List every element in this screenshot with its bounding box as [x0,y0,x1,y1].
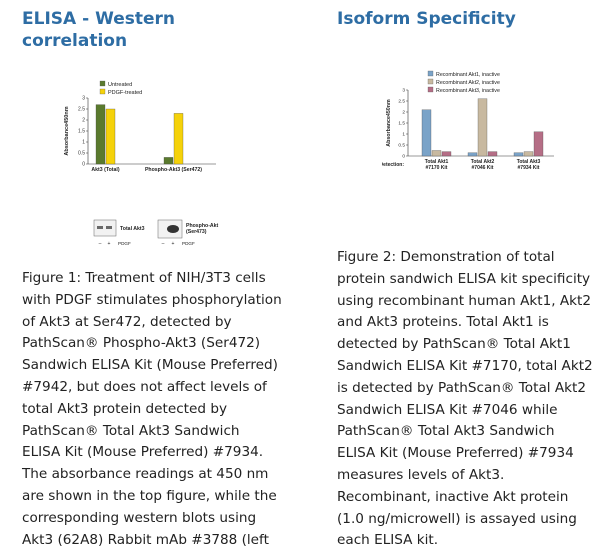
elisa-western-chart: Untreated PDGF-treated 0 0.5 1 1.5 2 2.5 3 Absorb… [64,80,216,173]
left-title-line-1: ELISA - Western [22,9,175,29]
figure-1-caption-line-8: PathScan® Total Akt3 Sandwich [22,422,240,439]
y-axis-label: Absorbance450nm [64,106,70,155]
legend-swatch-2 [99,88,106,95]
legend-label-1: Recombinant Akt1, inactive [436,72,500,78]
legend-swatch-1 [99,80,106,87]
category-label-1-1: Total Akt1 [425,159,449,165]
figure-1-caption: Figure 1: Treatment of NIH/3T3 cells with… [22,268,282,551]
category-label-2-1: Total Akt2 [471,159,495,165]
left-title-line-2: correlation [22,31,128,51]
blot-label-phospho-2: (Ser473) [186,229,207,235]
blot-band-phospho [167,225,179,233]
figure-2-caption-line-7: is detected by PathScan® Total Akt2 [337,379,587,396]
right-section-title: Isoform Specificity [337,9,516,29]
legend-label-3: Recombinant Akt3, inactive [436,88,500,94]
category-label-3-1: Total Akt3 [517,159,541,165]
bar-1-1 [95,104,106,165]
y-tick-label-2: 0.5 [398,143,405,149]
legend-swatch-1 [427,70,434,77]
figure-2-caption-line-9: PathScan® Total Akt3 Sandwich [337,423,555,440]
legend-swatch-3 [427,86,434,93]
bar-3-2 [523,151,534,157]
figure-1-caption-line-12: corresponding western blots using [22,509,257,526]
lane-minus-2: – [162,241,165,247]
figure-2-caption-line-1: Figure 2: Demonstration of total [337,249,555,265]
figure-2-caption-line-3: using recombinant human Akt1, Akt2 [337,292,592,309]
figure-2-caption-line-5: detected by PathScan® Total Akt1 [337,336,571,353]
bar-1-1 [421,109,432,157]
bar-2-1 [163,157,174,165]
figure-1-caption-line-13: Akt3 (62A8) Rabbit mAb #3788 (left [22,531,269,548]
figure-1-caption-line-10: The absorbance readings at 450 nm [22,466,269,483]
lane-pdgf-1: PDGF [118,241,131,246]
legend-label-1: Untreated [108,82,132,88]
figure-2-caption: Figure 2: Demonstration of total protein … [337,247,593,552]
figure-2-caption-line-13: (1.0 ng/microwell) is assayed using [337,510,577,527]
figure-1-caption-line-5: Sandwich ELISA Kit (Mouse Preferred) [22,357,278,374]
figure-2-caption-line-11: measures levels of Akt3. [337,466,505,483]
figure-2-caption-line-8: Sandwich ELISA Kit #7046 while [337,401,558,418]
bar-1-2 [431,150,442,157]
figure-2-caption-line-12: Recombinant, inactive Akt protein [337,488,569,505]
category-label-2: Phospho-Akt3 (Ser472) [145,167,202,173]
y-tick-label-4: 1.5 [398,121,405,127]
figure-1-caption-line-9: ELISA Kit (Mouse Preferred) #7934. [22,444,264,461]
figure-2-caption-line-2: protein sandwich ELISA kit specificity [337,270,591,287]
figure-1: Untreated PDGF-treated 0 0.5 1 1.5 2 2.5 3 Absorb… [60,78,280,254]
category-label-3-2: #7934 Kit [518,165,540,171]
figure-1-caption-line-11: are shown in the top figure, while the [22,487,277,504]
blot-band-total-1 [97,226,103,229]
figure-1-caption-line-7: total Akt3 protein detected by [22,400,227,417]
y-tick-label-7: 3 [402,88,405,94]
bar-3-3 [533,131,544,157]
bar-2-1 [467,152,478,157]
y-tick-label-7: 3 [82,96,85,102]
y-tick-label-2: 0.5 [78,151,85,157]
y-tick-label-1: 0 [82,162,85,168]
blot-box-total [93,219,117,237]
category-label-1: Akt3 (Total) [91,167,119,173]
lane-pdgf-2: PDGF [182,241,195,246]
x-axis-label: Detection: [382,162,404,168]
blot-label-total: Total Akt3 [120,226,145,232]
figure-1-caption-line-6: #7942, but does not affect levels of [22,378,267,395]
category-label-2-2: #7046 Kit [472,165,494,171]
bar-3-1 [513,152,524,157]
y-tick-label-6: 2.5 [78,107,85,113]
bar-2-3 [487,151,498,157]
figure-2-caption-line-14: each ELISA kit. [337,532,439,549]
western-blot-panel: Total Akt3 Phospho-Akt(Ser473)– + PDGF – + PDG… [93,219,219,247]
figure-1-caption-line-3: of Akt3 at Ser472, detected by [22,313,232,330]
y-tick-label-1: 0 [402,154,405,160]
legend-label-2: Recombinant Akt2, inactive [436,80,500,86]
lane-plus-2: + [172,241,175,247]
figure-1-caption-line-2: with PDGF stimulates phosphorylation [22,291,282,308]
bar-2-2 [477,98,488,157]
y-tick-label-5: 2 [82,118,85,124]
legend-label-2: PDGF-treated [108,90,142,96]
lane-plus-1: + [108,241,111,247]
figure-2-caption-line-4: and Akt3 proteins. Total Akt1 is [337,314,549,331]
y-axis-label: Absorbance450nm [386,99,392,147]
bar-1-3 [441,151,452,157]
left-section-title: ELISA - Western correlation [22,8,222,52]
bar-2-2 [173,113,184,165]
category-label-1-2: #7170 Kit [426,165,448,171]
figure-1-caption-line-1: Figure 1: Treatment of NIH/3T3 cells [22,270,266,286]
bar-1-2 [105,108,116,165]
isoform-specificity-chart: Recombinant Akt1, inactive Recombinant Ak… [380,70,554,171]
figure-2-caption-line-10: ELISA Kit (Mouse Preferred) #7934 [337,445,574,462]
figure-2: Recombinant Akt1, inactive Recombinant Ak… [380,68,557,188]
figure-2-caption-line-6: Sandwich ELISA Kit #7170, total Akt2 [337,357,593,374]
y-tick-label-6: 2.5 [398,99,405,105]
y-tick-label-3: 1 [402,132,405,138]
blot-label-phospho-1: Phospho-Akt [186,223,219,229]
figure-1-caption-line-4: PathScan® Phospho-Akt3 (Ser472) [22,335,261,352]
y-tick-label-3: 1 [82,140,85,146]
legend-swatch-2 [427,78,434,85]
lane-minus-1: – [99,241,102,247]
y-tick-label-5: 2 [402,110,405,116]
y-tick-label-4: 1.5 [78,129,85,135]
blot-band-total-2 [106,226,112,229]
